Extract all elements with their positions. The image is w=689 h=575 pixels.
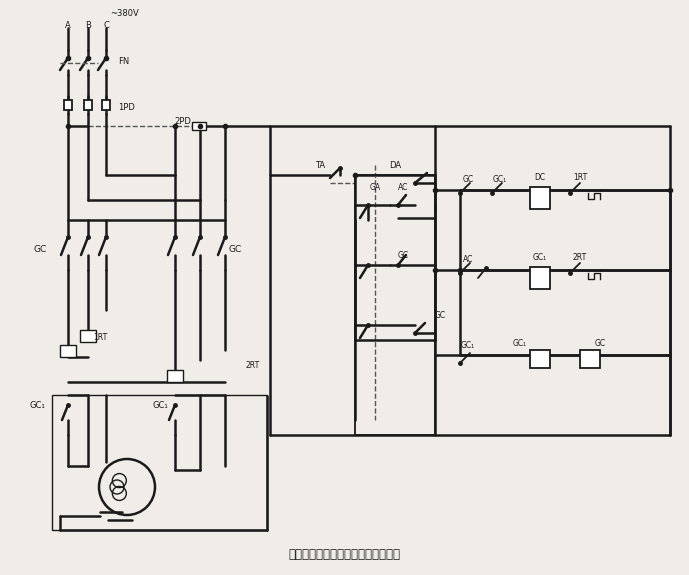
Bar [167, 370, 183, 382]
Text: GA: GA [369, 183, 380, 193]
Bar [60, 345, 76, 357]
Text: 1RT: 1RT [573, 174, 587, 182]
Bar [52, 395, 267, 530]
Text: B: B [85, 21, 91, 30]
Bar [355, 175, 435, 435]
Bar [84, 100, 92, 110]
Text: AC: AC [463, 255, 473, 264]
Text: DA: DA [389, 160, 401, 170]
Text: GC: GC [398, 251, 409, 259]
Text: GC: GC [435, 310, 446, 320]
Text: 1RT: 1RT [93, 334, 107, 343]
Text: C: C [103, 21, 109, 30]
Text: 2PD: 2PD [174, 117, 192, 126]
Text: 2RT: 2RT [573, 254, 587, 263]
Bar [102, 100, 110, 110]
Text: GC₁: GC₁ [29, 401, 45, 409]
Bar [530, 187, 550, 209]
Text: GC₁: GC₁ [461, 340, 475, 350]
Bar [580, 350, 600, 368]
Text: 1PD: 1PD [118, 102, 135, 112]
Text: GC: GC [595, 339, 606, 347]
Text: GC: GC [33, 246, 47, 255]
Text: DC: DC [535, 174, 546, 182]
Text: ~380V: ~380V [110, 9, 138, 17]
Bar [530, 350, 550, 368]
Text: GC₁: GC₁ [152, 401, 168, 409]
Text: GC₁: GC₁ [513, 339, 527, 347]
Bar [192, 122, 206, 130]
Text: AC: AC [398, 183, 408, 193]
Text: TA: TA [315, 160, 325, 170]
Bar [530, 267, 550, 289]
Text: GC: GC [462, 175, 473, 185]
Bar [80, 330, 96, 342]
Text: GC₁: GC₁ [493, 175, 507, 185]
Text: GC₁: GC₁ [533, 254, 547, 263]
Text: 双速电动机用三个接触器的变速控制: 双速电动机用三个接触器的变速控制 [288, 549, 400, 562]
Text: GC: GC [228, 246, 242, 255]
Text: A: A [65, 21, 71, 30]
Text: 2RT: 2RT [246, 361, 260, 370]
Bar [64, 100, 72, 110]
Text: FN: FN [118, 58, 130, 67]
